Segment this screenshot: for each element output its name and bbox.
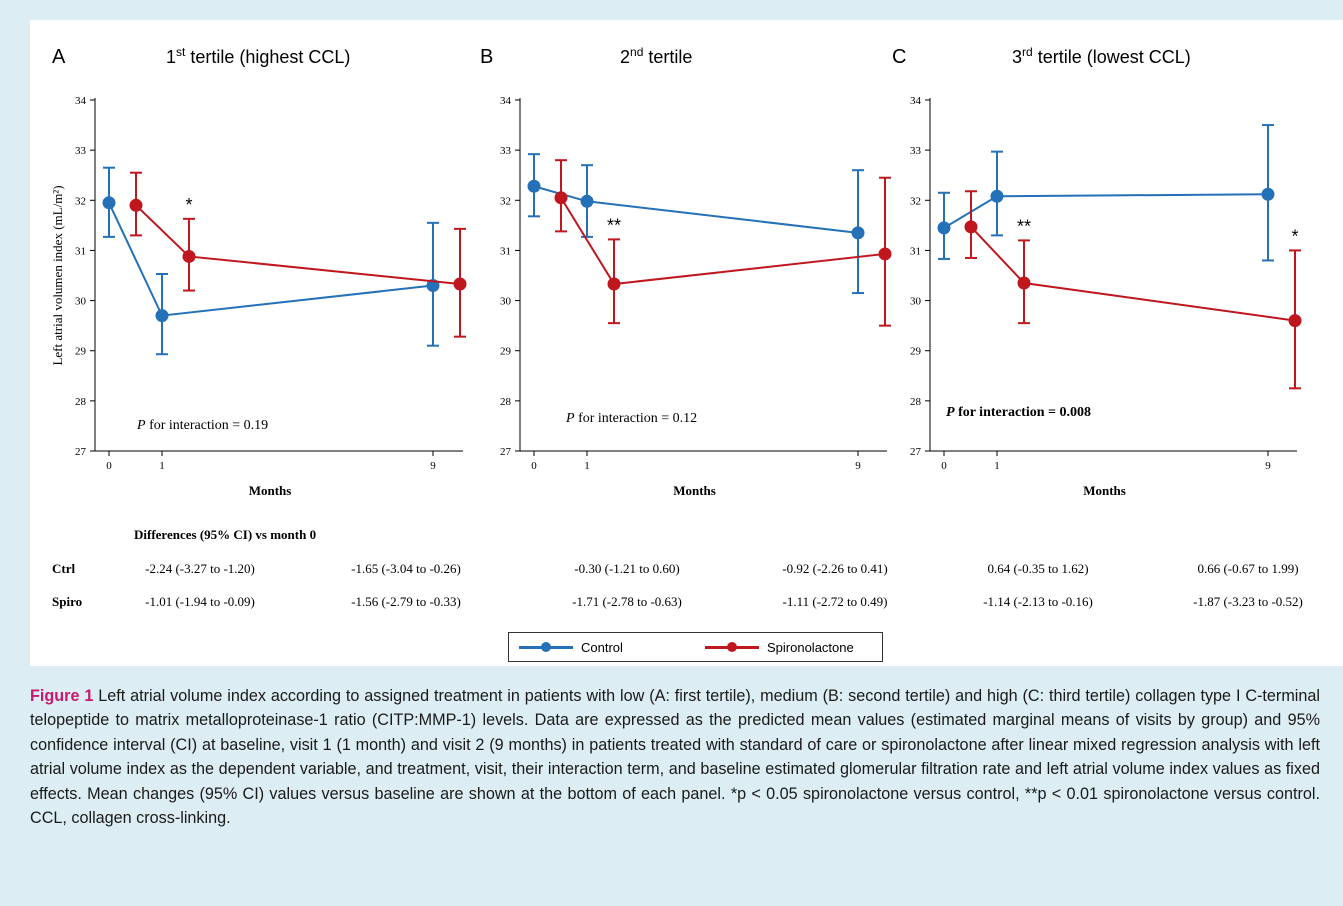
y-tick-label: 33 xyxy=(500,145,512,157)
y-tick-label: 27 xyxy=(500,446,512,458)
x-tick-label: 0 xyxy=(531,460,537,472)
x-tick-label: 9 xyxy=(430,460,436,472)
significance-marker: ** xyxy=(607,215,621,235)
y-tick-label: 29 xyxy=(500,346,512,358)
diff-cell: -1.71 (-2.78 to -0.63) xyxy=(572,594,682,609)
figure-caption: Figure 1 Left atrial volume index accord… xyxy=(30,684,1320,830)
data-point xyxy=(851,226,865,240)
y-axis-label: Left atrial volumen index (mL/m²) xyxy=(50,185,65,365)
y-tick-label: 34 xyxy=(910,95,922,107)
diff-cell: -2.24 (-3.27 to -1.20) xyxy=(145,561,255,576)
legend: Control Spironolactone xyxy=(508,632,883,662)
y-tick-label: 30 xyxy=(500,296,512,308)
panel-title-B: 2nd tertile xyxy=(620,45,692,67)
diff-cell: -1.65 (-3.04 to -0.26) xyxy=(351,561,461,576)
data-point xyxy=(527,179,541,193)
panel-letter-B: B xyxy=(480,46,493,68)
data-point xyxy=(554,191,568,205)
diff-cell: -0.30 (-1.21 to 0.60) xyxy=(574,561,679,576)
diff-cell: -1.11 (-2.72 to 0.49) xyxy=(783,594,888,609)
significance-marker: * xyxy=(1291,226,1298,246)
data-point xyxy=(453,277,467,291)
x-tick-label: 0 xyxy=(941,460,947,472)
diff-cell: -1.01 (-1.94 to -0.09) xyxy=(145,594,255,609)
legend-item-spironolactone: Spironolactone xyxy=(705,633,854,661)
diff-cell: 0.66 (-0.67 to 1.99) xyxy=(1197,561,1298,576)
diff-cell: -1.56 (-2.79 to -0.33) xyxy=(351,594,461,609)
data-point xyxy=(878,247,892,261)
y-tick-label: 28 xyxy=(910,396,922,408)
data-point xyxy=(964,220,978,234)
y-tick-label: 28 xyxy=(500,396,512,408)
diff-row-label-spiro: Spiro xyxy=(52,594,82,609)
x-axis-label: Months xyxy=(1083,483,1126,498)
legend-swatch-spironolactone xyxy=(705,633,759,661)
significance-marker: * xyxy=(185,195,192,215)
panel-title-C: 3rd tertile (lowest CCL) xyxy=(1012,45,1191,67)
series-line-control xyxy=(108,202,434,317)
y-tick-label: 33 xyxy=(910,145,922,157)
interaction-text-B: P for interaction = 0.12 xyxy=(565,411,697,426)
y-tick-label: 31 xyxy=(500,245,511,257)
data-point xyxy=(607,277,621,291)
panel-letter-C: C xyxy=(892,46,906,68)
y-tick-label: 31 xyxy=(75,245,86,257)
legend-label-control: Control xyxy=(581,639,623,655)
diff-cell: -0.92 (-2.26 to 0.41) xyxy=(782,561,887,576)
legend-label-spironolactone: Spironolactone xyxy=(767,639,854,655)
interaction-text-C: P for interaction = 0.008 xyxy=(946,405,1091,420)
data-point xyxy=(155,309,169,323)
panel-title-A: 1st tertile (highest CCL) xyxy=(166,45,350,67)
data-point xyxy=(102,196,116,210)
y-tick-label: 32 xyxy=(910,195,921,207)
diff-cell: -1.87 (-3.23 to -0.52) xyxy=(1193,594,1303,609)
y-tick-label: 34 xyxy=(75,95,87,107)
x-tick-label: 9 xyxy=(1265,460,1271,472)
figure-svg: A 1st tertile (highest CCL) 27 28 29 30 31 32 33… xyxy=(50,45,1303,609)
y-tick-label: 31 xyxy=(910,245,921,257)
data-point xyxy=(1261,187,1275,201)
y-tick-label: 32 xyxy=(75,195,86,207)
y-tick-label: 30 xyxy=(910,296,922,308)
y-tick-label: 29 xyxy=(75,346,87,358)
legend-item-control: Control xyxy=(519,633,623,661)
series-line-spironolactone xyxy=(135,204,461,286)
x-tick-label: 1 xyxy=(159,460,165,472)
y-tick-label: 34 xyxy=(500,95,512,107)
significance-marker: ** xyxy=(1017,216,1031,236)
y-tick-label: 28 xyxy=(75,396,87,408)
data-point xyxy=(1288,314,1302,328)
data-point xyxy=(1017,276,1031,290)
legend-swatch-control xyxy=(519,633,573,661)
y-tick-label: 27 xyxy=(910,446,922,458)
y-tick-label: 32 xyxy=(500,195,511,207)
interaction-text-A: P for interaction = 0.19 xyxy=(136,418,268,433)
x-axis-label: Months xyxy=(673,483,716,498)
panel-letter-A: A xyxy=(52,46,66,68)
y-tick-label: 27 xyxy=(75,446,87,458)
x-tick-label: 9 xyxy=(855,460,861,472)
caption-label: Figure 1 xyxy=(30,687,94,705)
series-line-control xyxy=(533,185,859,234)
x-tick-label: 0 xyxy=(106,460,112,472)
data-point xyxy=(129,198,143,212)
x-tick-label: 1 xyxy=(584,460,590,472)
series-line-spironolactone xyxy=(560,197,886,286)
diff-table-header: Differences (95% CI) vs month 0 xyxy=(134,527,316,542)
data-point xyxy=(937,221,951,235)
diff-cell: 0.64 (-0.35 to 1.62) xyxy=(987,561,1088,576)
diff-cell: -1.14 (-2.13 to -0.16) xyxy=(983,594,1093,609)
x-axis-label: Months xyxy=(249,483,292,498)
data-point xyxy=(182,249,196,263)
x-tick-label: 1 xyxy=(994,460,1000,472)
caption-text: Left atrial volume index according to as… xyxy=(30,687,1321,828)
data-point xyxy=(990,189,1004,203)
diff-row-label-ctrl: Ctrl xyxy=(52,561,75,576)
y-tick-label: 30 xyxy=(75,296,87,308)
data-point xyxy=(580,194,594,208)
figure-panel: A 1st tertile (highest CCL) 27 28 29 30 31 32 33… xyxy=(30,20,1343,666)
y-tick-label: 33 xyxy=(75,145,87,157)
y-tick-label: 29 xyxy=(910,346,922,358)
